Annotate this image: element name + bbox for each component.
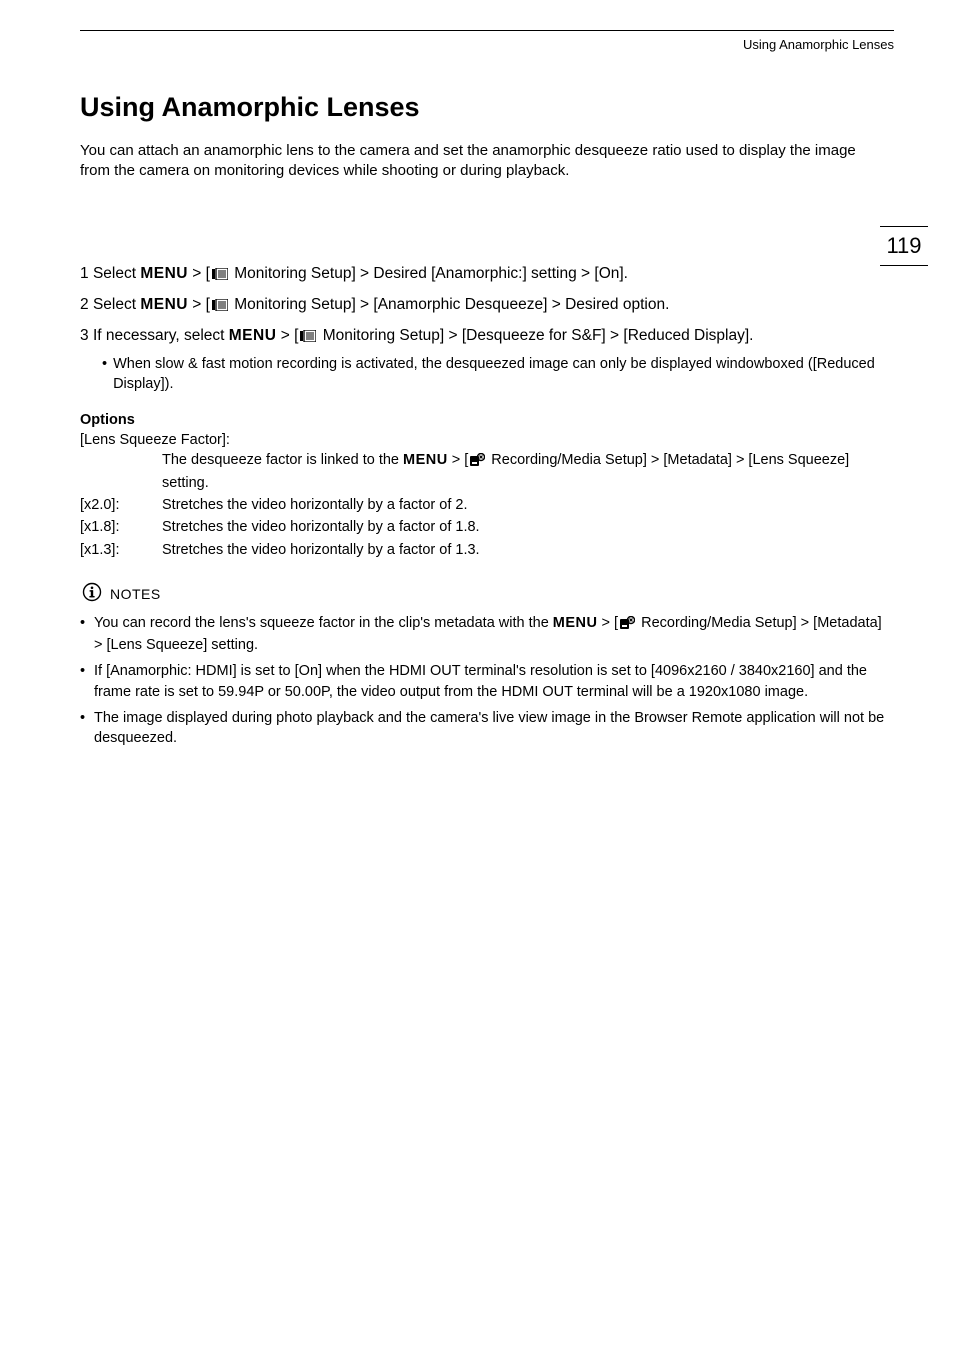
step-3-prefix: If necessary, select	[93, 327, 229, 344]
option-row: [x1.8]: Stretches the video horizontally…	[80, 517, 894, 537]
step-3: 3 If necessary, select MENU > [ Monitori…	[80, 324, 894, 349]
note-text: If [Anamorphic: HDMI] is set to [On] whe…	[94, 661, 894, 702]
page: Using Anamorphic Lenses 119 Using Anamor…	[0, 0, 954, 1348]
step-2-tail: Monitoring Setup] > [Anamorphic Desqueez…	[230, 296, 669, 313]
pagenum-bottom-rule	[880, 265, 928, 266]
note-item: • If [Anamorphic: HDMI] is set to [On] w…	[80, 661, 894, 702]
option-row: [x1.3]: Stretches the video horizontally…	[80, 540, 894, 560]
option-label: [x1.8]:	[80, 517, 162, 537]
step-2-mid: > [	[188, 296, 210, 313]
opt-desc-mid: > [	[448, 452, 469, 468]
page-number-box: 119	[880, 226, 928, 266]
menu-label: MENU	[229, 327, 277, 344]
step-1-num: 1	[80, 265, 89, 282]
step-3-mid: > [	[276, 327, 298, 344]
option-lens-squeeze-label: [Lens Squeeze Factor]:	[80, 432, 894, 448]
option-desc: Stretches the video horizontally by a fa…	[162, 517, 894, 537]
bullet-icon: •	[80, 661, 94, 702]
monitor-setup-icon	[212, 264, 228, 287]
bullet-icon: •	[102, 355, 107, 394]
step-3-num: 3	[80, 327, 89, 344]
step-2: 2 Select MENU > [ Monitoring Setup] > [A…	[80, 293, 894, 318]
option-row: [x2.0]: Stretches the video horizontally…	[80, 495, 894, 515]
recording-media-icon	[470, 452, 485, 472]
option-label: [x1.3]:	[80, 540, 162, 560]
option-label: [x2.0]:	[80, 495, 162, 515]
monitor-setup-icon	[212, 295, 228, 318]
step-2-prefix: Select	[93, 296, 140, 313]
intro-paragraph: You can attach an anamorphic lens to the…	[80, 141, 860, 182]
notes-block: NOTES • You can record the lens's squeez…	[80, 582, 894, 749]
menu-label: MENU	[140, 265, 188, 282]
menu-label: MENU	[553, 615, 598, 631]
note-item: • The image displayed during photo playb…	[80, 708, 894, 749]
page-title: Using Anamorphic Lenses	[80, 92, 894, 123]
step-2-num: 2	[80, 296, 89, 313]
option-desc: Stretches the video horizontally by a fa…	[162, 540, 894, 560]
bullet-icon: •	[80, 613, 94, 656]
page-number: 119	[880, 227, 928, 265]
note-1-pre: You can record the lens's squeeze factor…	[94, 615, 553, 631]
monitor-setup-icon	[300, 326, 316, 349]
notes-label: NOTES	[110, 586, 161, 602]
note-text: You can record the lens's squeeze factor…	[94, 613, 894, 656]
top-rule	[80, 30, 894, 31]
step-3-tail: Monitoring Setup] > [Desqueeze for S&F] …	[318, 327, 753, 344]
notes-heading: NOTES	[80, 582, 894, 607]
step-1-mid: > [	[188, 265, 210, 282]
note-item: • You can record the lens's squeeze fact…	[80, 613, 894, 656]
info-icon	[82, 582, 102, 607]
option-desc: Stretches the video horizontally by a fa…	[162, 495, 894, 515]
opt-desc-pre: The desqueeze factor is linked to the	[162, 452, 403, 468]
step-1-tail: Monitoring Setup] > Desired [Anamorphic:…	[230, 265, 628, 282]
bullet-icon: •	[80, 708, 94, 749]
options-heading: Options	[80, 412, 894, 428]
menu-label: MENU	[403, 452, 448, 468]
menu-label: MENU	[140, 296, 188, 313]
option-lens-squeeze-desc: The desqueeze factor is linked to the ME…	[162, 450, 894, 493]
note-1-mid: > [	[598, 615, 619, 631]
step-1: 1 Select MENU > [ Monitoring Setup] > De…	[80, 262, 894, 287]
running-head: Using Anamorphic Lenses	[80, 37, 894, 52]
step-1-prefix: Select	[93, 265, 140, 282]
note-text: The image displayed during photo playbac…	[94, 708, 894, 749]
step-3-sub: • When slow & fast motion recording is a…	[102, 355, 894, 394]
step-3-sub-text: When slow & fast motion recording is act…	[113, 355, 894, 394]
recording-media-icon	[620, 615, 635, 635]
